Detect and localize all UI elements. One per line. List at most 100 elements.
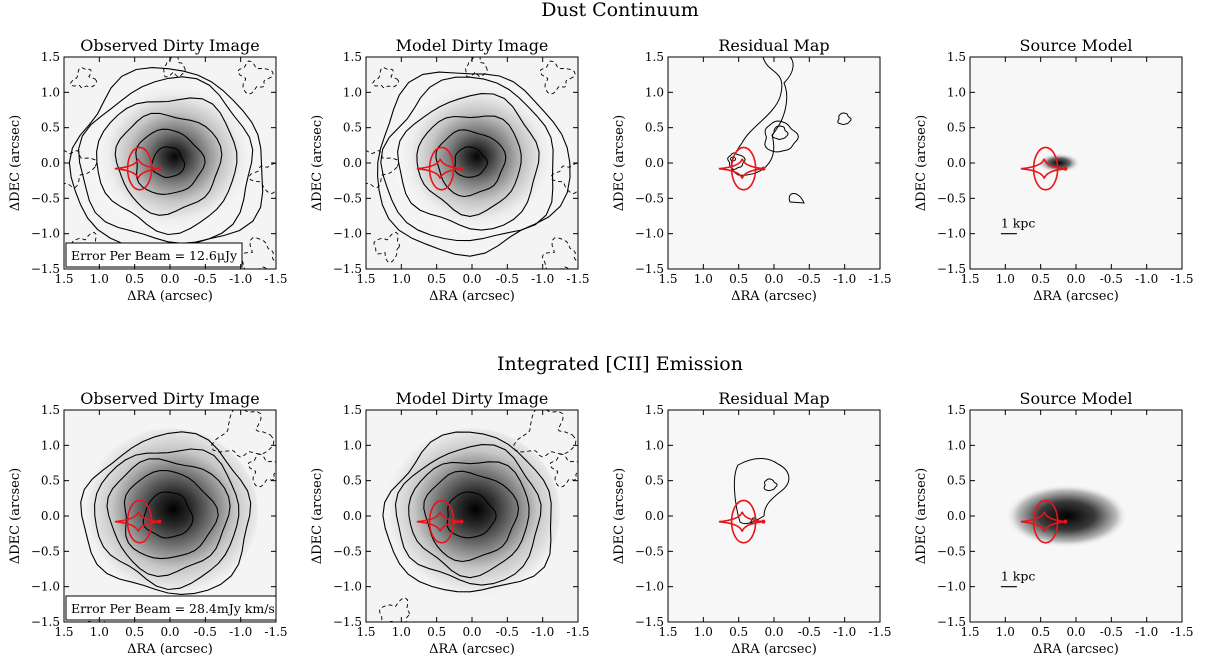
panel-cii-observed-error-box: Error Per Beam = 28.4mJy km/s (65, 595, 277, 621)
panel-cii-model-ytick-label: 1.0 (343, 438, 362, 452)
panel-dust-observed-ytick-label: −0.5 (31, 191, 60, 205)
panel-cii-model-image (366, 410, 578, 622)
panel-dust-observed-ylabel: ΔDEC (arcsec) (8, 115, 23, 211)
panel-cii-observed-xtick-label: -0.5 (194, 625, 217, 639)
panel-dust-model-ytick-label: 0.5 (343, 121, 362, 135)
panel-cii-source-xtick-label: 0.5 (1031, 625, 1050, 639)
panel-dust-model-emission (394, 85, 550, 234)
panel-dust-residual-xtick-label: 0.5 (729, 272, 748, 286)
panel-cii-residual-xtick-label: -0.5 (798, 625, 821, 639)
panel-dust-observed-contour (78, 76, 254, 244)
panel-dust-source-ytick-label: 0.5 (947, 121, 966, 135)
panel-dust-observed-error-note: Error Per Beam = 12.6μJy (71, 248, 238, 263)
panel-cii-observed-xtick-label: 0.5 (125, 625, 144, 639)
panel-dust-source-scale-bar-label: 1 kpc (1001, 216, 1036, 231)
panel-cii-source-ytick-label: 1.0 (947, 438, 966, 452)
panel-cii-observed-ytick-label: −0.5 (31, 544, 60, 558)
panel-cii-observed-xtick-label: 0.0 (160, 625, 179, 639)
panel-dust-residual-contour (727, 152, 746, 170)
panel-dust-residual-contour (788, 193, 805, 204)
panel-dust-observed-contour (150, 146, 186, 178)
panel-cii-residual: Residual Map 1.5 1.0 0.5 0.0 -0.5 -1.0 -1.5 −1.5… (612, 389, 892, 657)
panel-cii-observed-ytick-label: 1.0 (41, 438, 60, 452)
panel-cii-source-ytick-label: 0.0 (947, 509, 966, 523)
panel-dust-source-ytick-label: −1.0 (937, 227, 966, 241)
panel-cii-model-xtick-label: 1.0 (392, 625, 411, 639)
panel-dust-source-ytick-label: 0.0 (947, 156, 966, 170)
panel-cii-model-ytick-label: −1.5 (333, 615, 362, 629)
panel-dust-residual-caustic-tip (761, 166, 766, 171)
panel-cii-observed-xtick-label: 1.0 (90, 625, 109, 639)
panel-dust-residual-ytick-label: 1.0 (645, 85, 664, 99)
panel-cii-observed-contour (94, 448, 240, 591)
panel-dust-source-image: 1 kpc (970, 57, 1182, 269)
panel-cii-model-xtick-label: 0.5 (427, 625, 446, 639)
panel-cii-observed-ytick-label: 0.0 (41, 509, 60, 523)
panel-cii-residual-xtick-label: -1.5 (868, 625, 891, 639)
panel-grid: Observed Dirty Image Error Per Beam = 12.… (8, 36, 1194, 657)
panel-dust-residual-xtick-label: -1.0 (833, 272, 856, 286)
panel-cii-residual-ytick-label: 0.5 (645, 474, 664, 488)
panel-cii-model-ytick-label: −0.5 (333, 544, 362, 558)
panel-cii-observed-critical-curve (126, 499, 153, 544)
panel-dust-model-negative-contour (366, 149, 400, 188)
panel-cii-source-ylabel: ΔDEC (arcsec) (914, 468, 929, 564)
panel-cii-residual-image (668, 410, 880, 622)
panel-cii-residual-xtick-label: -1.0 (833, 625, 856, 639)
panel-cii-source: Source Model 1 kpc 1.5 1.0 0.5 0.0 -0.5 -1.0 -1.… (914, 389, 1194, 657)
panel-dust-source-xtick-label: 0.0 (1066, 272, 1085, 286)
panel-dust-observed-negative-contour (64, 149, 98, 188)
panel-dust-residual-ytick-label: −1.0 (635, 227, 664, 241)
panel-cii-model-xtick-label: 0.0 (462, 625, 481, 639)
panel-cii-source-xlabel: ΔRA (arcsec) (1033, 642, 1119, 657)
panel-cii-source-image: 1 kpc (970, 410, 1182, 622)
panel-dust-source-ytick-label: −0.5 (937, 191, 966, 205)
panel-cii-source-caustic-tip (1063, 519, 1068, 524)
panel-cii-observed-image (64, 410, 276, 622)
panel-dust-residual-xtick-label: -0.5 (798, 272, 821, 286)
panel-cii-model-ylabel: ΔDEC (arcsec) (310, 468, 325, 564)
panel-dust-observed: Observed Dirty Image Error Per Beam = 12.… (8, 36, 288, 304)
panel-dust-model-xtick-label: 0.5 (427, 272, 446, 286)
panel-dust-residual-image (668, 57, 880, 269)
panel-dust-observed-xtick-label: -1.5 (264, 272, 287, 286)
panel-cii-observed-contour (106, 458, 231, 577)
panel-dust-residual-contour (730, 57, 794, 176)
panel-cii-observed-xlabel: ΔRA (arcsec) (127, 642, 213, 657)
panel-cii-observed-ytick-label: 1.5 (41, 403, 60, 417)
panel-cii-model-negative-contour (513, 410, 577, 458)
panel-dust-observed-negative-contour (237, 60, 274, 95)
panel-cii-observed-contour (80, 431, 252, 595)
panel-dust-observed-xtick-label: 1.0 (90, 272, 109, 286)
panel-dust-observed-ytick-label: 1.0 (41, 85, 60, 99)
panel-dust-observed-caustic-tip (157, 166, 162, 171)
panel-dust-model-xtick-label: -1.5 (566, 272, 589, 286)
panel-cii-model-contour (446, 491, 497, 539)
panel-dust-observed-xtick-label: -0.5 (194, 272, 217, 286)
panel-dust-residual-ylabel: ΔDEC (arcsec) (612, 115, 627, 211)
panel-dust-model-contour (397, 93, 540, 231)
panel-dust-model-ylabel: ΔDEC (arcsec) (310, 115, 325, 211)
panel-dust-residual-title: Residual Map (718, 36, 829, 55)
panel-cii-residual-ytick-label: −0.5 (635, 544, 664, 558)
panel-cii-source-scale-bar-label: 1 kpc (1001, 569, 1036, 584)
panel-dust-observed-xlabel: ΔRA (arcsec) (127, 289, 213, 304)
row-title-dust: Dust Continuum (541, 0, 699, 21)
panel-dust-model-negative-contour (539, 60, 576, 95)
panel-dust-source: Source Model 1 kpc 1.5 1.0 0.5 0.0 -0.5 -1.0 -1.… (914, 36, 1194, 304)
panel-dust-source-xtick-label: -0.5 (1100, 272, 1123, 286)
panel-cii-source-title: Source Model (1020, 389, 1133, 408)
panel-cii-residual-ytick-label: −1.0 (635, 580, 664, 594)
panel-cii-observed-ytick-label: −1.5 (31, 615, 60, 629)
panel-cii-model-emission (384, 428, 560, 597)
panel-cii-source-ytick-label: −0.5 (937, 544, 966, 558)
panel-cii-model-negative-contour (379, 597, 410, 622)
panel-dust-observed-contour (68, 67, 264, 252)
panel-dust-residual-ytick-label: 1.5 (645, 50, 664, 64)
panel-dust-observed-contour (114, 112, 223, 216)
panel-cii-residual-ytick-label: 1.5 (645, 403, 664, 417)
panel-dust-model-ytick-label: 0.0 (343, 156, 362, 170)
panel-cii-source-xtick-label: -0.5 (1100, 625, 1123, 639)
panel-dust-source-ylabel: ΔDEC (arcsec) (914, 115, 929, 211)
